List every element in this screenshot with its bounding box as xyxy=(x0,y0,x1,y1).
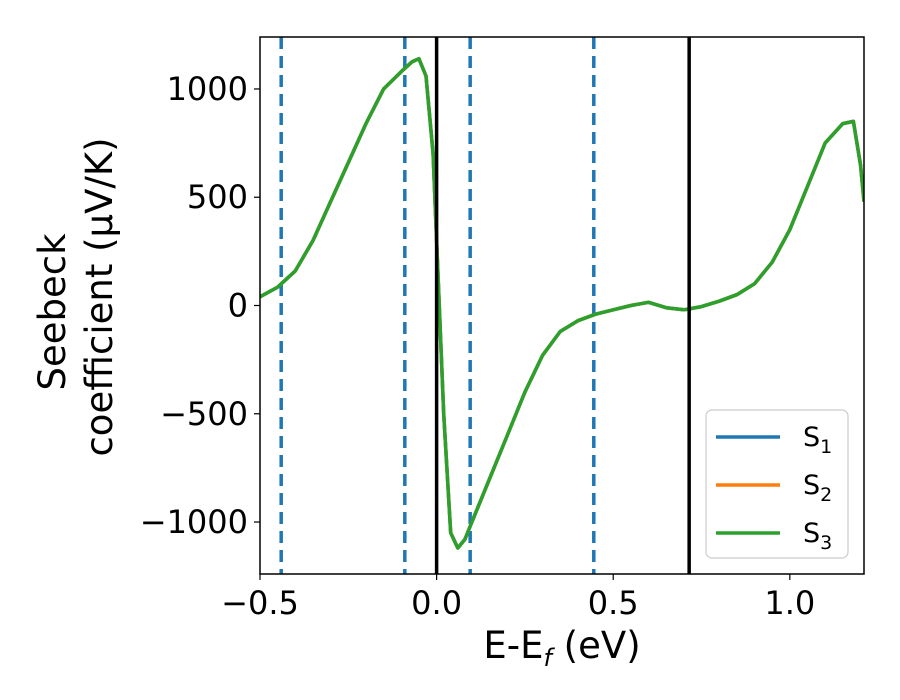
y-tick-label: 0 xyxy=(228,287,248,325)
y-tick-label: 500 xyxy=(187,178,248,216)
series-lines xyxy=(260,56,864,550)
y-tick-label: −1000 xyxy=(140,503,248,541)
y-axis-title-line2: coefficient (μV/K) xyxy=(78,137,121,456)
dashed-reference-lines xyxy=(279,37,596,574)
y-axis-ticks: −1000 −500 0 500 1000 xyxy=(140,70,260,541)
series-line-3 xyxy=(260,56,864,550)
y-tick-label: −500 xyxy=(160,395,248,433)
x-axis-title: E-Ef (eV) xyxy=(483,624,640,672)
x-tick-label: −0.5 xyxy=(221,584,299,622)
x-tick-label: 0.5 xyxy=(588,584,639,622)
legend-label-1: S1 xyxy=(803,422,832,458)
legend: S1 S2 S3 xyxy=(705,409,849,559)
y-tick-label: 1000 xyxy=(167,70,248,108)
x-tick-label: 0.0 xyxy=(411,584,462,622)
legend-label-3: S3 xyxy=(803,518,832,554)
x-axis-ticks: −0.5 0.0 0.5 1.0 xyxy=(221,574,815,622)
x-tick-label: 1.0 xyxy=(764,584,815,622)
legend-label-2: S2 xyxy=(803,470,832,506)
y-axis-title-line1: Seebeck xyxy=(31,233,74,391)
solid-reference-lines xyxy=(434,37,691,574)
